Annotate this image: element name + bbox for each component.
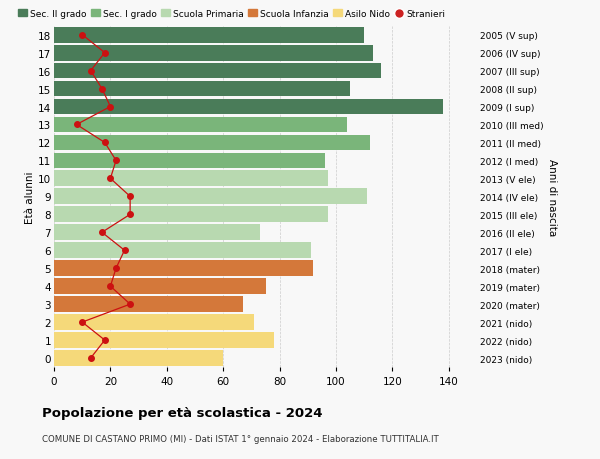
Bar: [54, 207, 328, 223]
Text: COMUNE DI CASTANO PRIMO (MI) - Dati ISTAT 1° gennaio 2024 - Elaborazione TUTTITA: COMUNE DI CASTANO PRIMO (MI) - Dati ISTA…: [42, 434, 439, 443]
Bar: [54, 118, 347, 133]
Bar: [54, 135, 370, 151]
Bar: [54, 28, 364, 44]
Bar: [54, 45, 373, 62]
Bar: [54, 153, 325, 169]
Bar: [54, 63, 381, 79]
Bar: [54, 350, 223, 366]
Bar: [54, 261, 313, 276]
Bar: [54, 332, 274, 348]
Y-axis label: Anni di nascita: Anni di nascita: [547, 158, 557, 235]
Bar: [54, 189, 367, 205]
Legend: Sec. II grado, Sec. I grado, Scuola Primaria, Scuola Infanzia, Asilo Nido, Stran: Sec. II grado, Sec. I grado, Scuola Prim…: [18, 10, 445, 19]
Y-axis label: Età alunni: Età alunni: [25, 171, 35, 223]
Bar: [54, 314, 254, 330]
Bar: [54, 82, 350, 97]
Bar: [54, 225, 260, 241]
Bar: [54, 171, 328, 187]
Bar: [54, 279, 265, 294]
Text: Popolazione per età scolastica - 2024: Popolazione per età scolastica - 2024: [42, 406, 323, 419]
Bar: [54, 297, 243, 312]
Bar: [54, 100, 443, 115]
Bar: [54, 243, 311, 258]
